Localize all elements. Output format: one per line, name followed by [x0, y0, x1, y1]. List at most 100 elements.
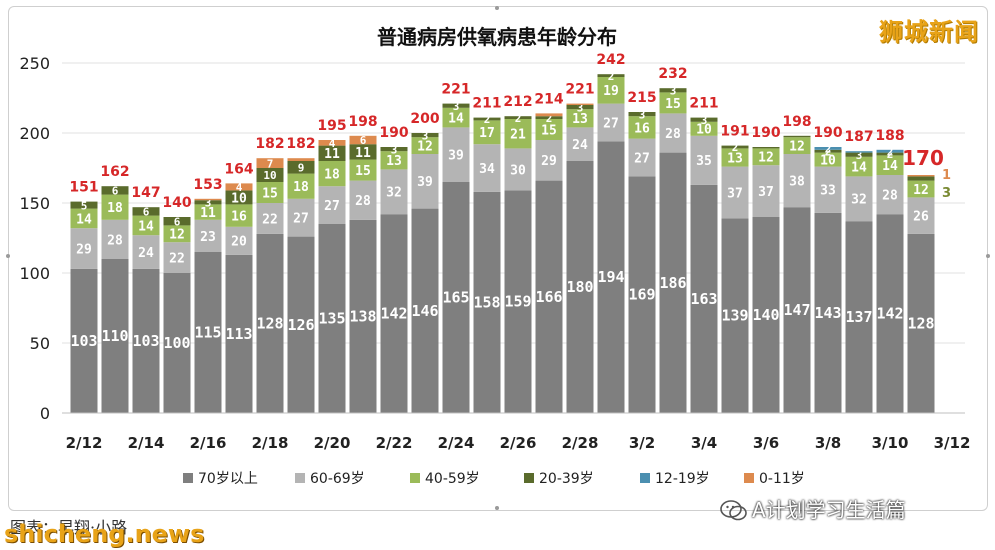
bar-segment — [783, 137, 811, 154]
bar-segment — [473, 144, 501, 192]
segment-label: 13 — [386, 154, 402, 169]
segment-label: 12 — [169, 228, 185, 243]
total-label: 242 — [596, 52, 625, 68]
bar-segment — [70, 268, 98, 413]
bar-segment — [287, 161, 315, 174]
total-label: 188 — [875, 128, 904, 144]
x-tick-label: 2/18 — [252, 434, 289, 452]
bar-segment — [752, 147, 780, 149]
wechat-icon — [720, 500, 747, 521]
bar-segment — [535, 140, 563, 181]
bar-segment — [566, 127, 594, 161]
bar-segment — [690, 184, 718, 413]
segment-label: 110 — [101, 327, 128, 345]
bar-segment — [845, 151, 873, 153]
bar-segment — [411, 208, 439, 413]
segment-label: 20 — [231, 235, 247, 250]
bar-segment — [318, 186, 346, 224]
segment-label: 29 — [541, 154, 557, 169]
x-tick-label: 3/4 — [691, 434, 717, 452]
frame-handle — [495, 506, 499, 510]
x-tick-label: 2/14 — [128, 434, 165, 452]
segment-label: 28 — [355, 194, 371, 209]
segment-label: 14 — [882, 159, 898, 174]
segment-label: 18 — [324, 168, 340, 183]
bar-segment — [814, 149, 842, 153]
x-tick-label: 2/26 — [500, 434, 537, 452]
total-label: 214 — [534, 91, 563, 107]
segment-label: 14 — [448, 112, 464, 127]
segment-label: 10 — [263, 169, 276, 182]
segment-label: 10 — [820, 154, 836, 169]
segment-label: 6 — [360, 134, 367, 147]
segment-label: 3 — [701, 114, 708, 127]
segment-label: 30 — [510, 163, 526, 178]
bar-segment — [690, 117, 718, 122]
segment-label: 15 — [541, 123, 557, 138]
total-label: 200 — [410, 111, 439, 127]
bar-segment — [535, 113, 563, 117]
bar-segment — [225, 254, 253, 413]
segment-label: 103 — [70, 332, 97, 350]
segment-label: 14 — [138, 219, 154, 234]
bar-segment — [721, 145, 749, 149]
segment-label: 29 — [76, 242, 92, 257]
total-label: 164 — [224, 161, 253, 177]
bar-segment — [566, 103, 594, 105]
x-tick-label: 3/2 — [629, 434, 655, 452]
bar-segment — [318, 145, 346, 161]
segment-label: 12 — [789, 140, 805, 155]
bar-segment — [194, 204, 222, 220]
segment-label: 32 — [386, 186, 402, 201]
segment-label: 158 — [473, 293, 500, 311]
segment-label: 139 — [721, 307, 748, 325]
watermark-top: 狮城新闻 — [879, 18, 979, 46]
y-tick-label: 100 — [19, 264, 50, 283]
segment-label: 113 — [225, 325, 252, 343]
bar-segment — [380, 151, 408, 170]
segment-label: 16 — [231, 210, 247, 225]
segment-label: 33 — [820, 184, 836, 199]
bar-segment — [814, 166, 842, 213]
bar-segment — [101, 219, 129, 259]
legend-label: 20-39岁 — [539, 471, 594, 487]
bar-segment — [597, 141, 625, 413]
bar-segment — [752, 148, 780, 166]
segment-label: 126 — [287, 316, 314, 334]
total-label: 215 — [627, 90, 656, 106]
segment-label: 11 — [355, 146, 371, 161]
bar-segment — [566, 109, 594, 128]
segment-label: 16 — [634, 121, 650, 136]
segment-label: 3 — [670, 84, 677, 97]
bar-segment — [628, 112, 656, 117]
y-tick-label: 200 — [19, 124, 50, 143]
segment-label: 9 — [298, 161, 305, 174]
bar-segment — [442, 182, 470, 413]
segment-label: 128 — [256, 314, 283, 332]
frame-handle — [6, 254, 10, 258]
total-label: 212 — [503, 94, 532, 110]
segment-label: 137 — [845, 308, 872, 326]
legend-label: 12-19岁 — [655, 471, 710, 487]
segment-label: 22 — [169, 252, 185, 267]
bar-segment — [380, 169, 408, 215]
bar-segment — [256, 233, 284, 413]
segment-label: 3 — [856, 149, 863, 162]
segment-label: 28 — [107, 233, 123, 248]
total-label: 191 — [720, 124, 749, 140]
segment-label: 180 — [566, 278, 593, 296]
segment-label: 138 — [349, 307, 376, 325]
segment-label: 2 — [825, 143, 832, 156]
side-label-20-39: 3 — [942, 186, 951, 201]
bar-segment — [256, 182, 284, 203]
bar-segment — [349, 180, 377, 220]
segment-label: 186 — [659, 274, 686, 292]
bar-segment — [225, 226, 253, 255]
bar-segment — [256, 168, 284, 182]
bar-segment — [380, 147, 408, 152]
total-label: 170 — [902, 146, 944, 170]
bar-segment — [132, 235, 160, 269]
bar-segment — [318, 224, 346, 413]
segment-label: 159 — [504, 293, 531, 311]
